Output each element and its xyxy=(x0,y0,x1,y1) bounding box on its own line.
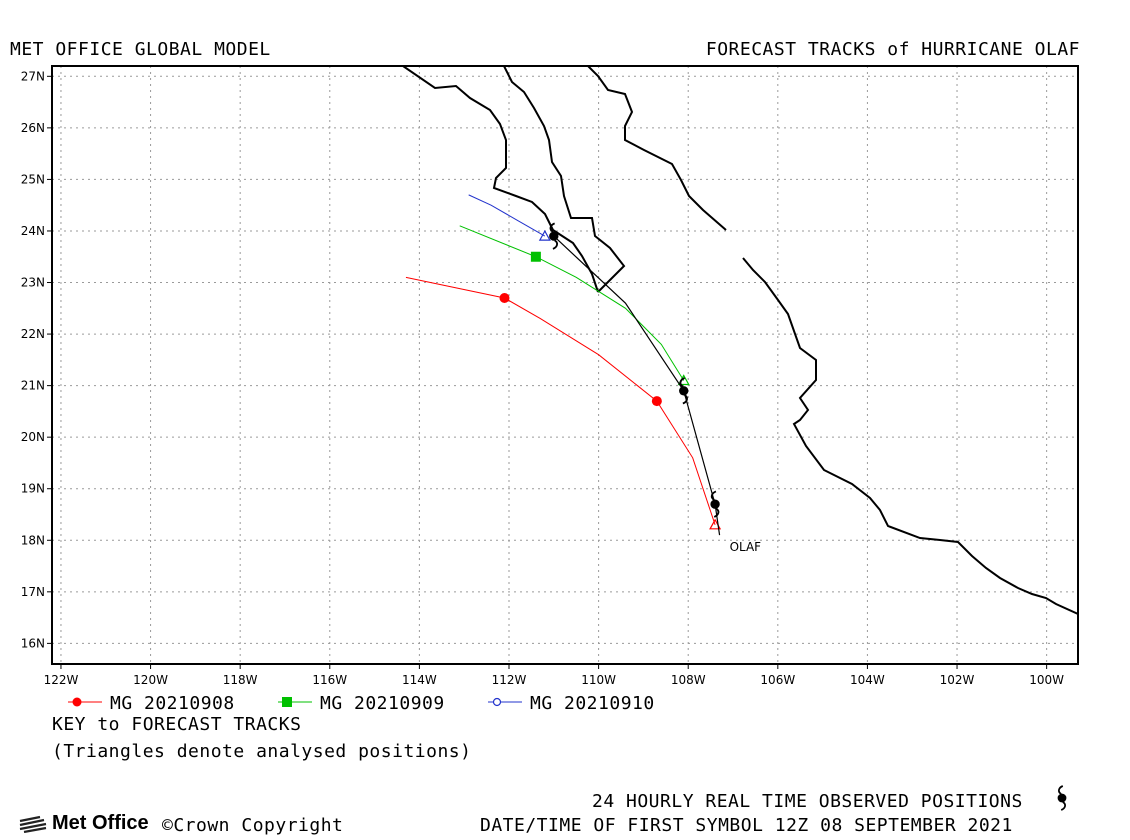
lon-tick-label: 106W xyxy=(760,673,795,687)
legend-label-run3: MG 20210910 xyxy=(530,693,655,714)
lat-tick-label: 27N xyxy=(21,69,45,83)
track-line-MG 20210910 xyxy=(468,194,546,237)
lon-tick-label: 116W xyxy=(312,673,347,687)
lat-tick-label: 25N xyxy=(21,172,45,186)
copyright: ©Crown Copyright xyxy=(162,815,344,836)
mainland-coast-north xyxy=(587,66,727,231)
hurricane-symbol xyxy=(679,377,689,405)
hurricane-symbol xyxy=(710,490,720,518)
hurricane-arm xyxy=(552,239,559,250)
hurricane-arm xyxy=(1058,785,1064,795)
track-marker xyxy=(651,396,662,407)
key-note: (Triangles denote analysed positions) xyxy=(52,741,472,762)
hurricane-arm xyxy=(710,490,717,501)
track-marker xyxy=(499,292,510,303)
track-line-MG 20210908 xyxy=(405,276,716,525)
hurricane-key-icon xyxy=(1057,785,1067,811)
observed-track xyxy=(549,222,721,536)
lon-tick-label: 112W xyxy=(492,673,527,687)
legend-label-run2: MG 20210909 xyxy=(320,693,445,714)
met-office-logo-icon xyxy=(19,815,47,833)
datetime-label: DATE/TIME OF FIRST SYMBOL 12Z 08 SEPTEMB… xyxy=(480,815,1013,836)
hurricane-arm xyxy=(682,394,688,405)
legend-marker xyxy=(282,697,292,707)
right-title: FORECAST TRACKS of HURRICANE OLAF xyxy=(705,39,1080,60)
met-office-logo-text: Met Office xyxy=(52,812,149,834)
analysis-triangle xyxy=(538,229,551,241)
gridlines xyxy=(52,66,1078,664)
hurricane-eye xyxy=(710,499,720,509)
lon-tick-label: 118W xyxy=(223,673,258,687)
lon-tick-label: 108W xyxy=(671,673,706,687)
legend-marker xyxy=(72,697,82,707)
legend xyxy=(68,697,522,707)
baja-west-coast xyxy=(402,66,599,293)
lon-tick-label: 122W xyxy=(44,673,79,687)
hurricane-eye xyxy=(679,386,689,396)
axis-ticks: 122W 120W 118W 116W 114W 112W 110W 108W 106W 104W… xyxy=(21,69,1064,687)
lon-tick-label: 120W xyxy=(133,673,168,687)
left-title: MET OFFICE GLOBAL MODEL xyxy=(10,39,271,60)
observed-positions-label: 24 HOURLY REAL TIME OBSERVED POSITIONS xyxy=(592,791,1023,812)
hurricane-eye xyxy=(549,231,559,241)
track-marker xyxy=(530,251,541,262)
key-title: KEY to FORECAST TRACKS xyxy=(52,714,302,735)
lat-tick-label: 20N xyxy=(21,430,45,444)
legend-label-run1: MG 20210908 xyxy=(110,693,235,714)
mainland-coast-south xyxy=(742,257,1078,615)
lat-tick-label: 23N xyxy=(21,276,45,290)
met-office-logo: Met Office xyxy=(18,812,149,835)
track-line-MG 20210909 xyxy=(459,225,685,381)
baja-gulf-coast xyxy=(503,66,626,293)
coastlines xyxy=(402,66,1078,615)
lon-tick-label: 104W xyxy=(850,673,885,687)
hurricane-arm xyxy=(713,507,720,518)
lat-tick-label: 26N xyxy=(21,121,45,135)
lat-tick-label: 24N xyxy=(21,224,45,238)
map-frame xyxy=(51,65,1079,665)
hurricane-eye xyxy=(1057,793,1067,803)
lon-tick-label: 114W xyxy=(402,673,437,687)
hurricane-arm xyxy=(679,377,685,388)
lat-tick-label: 21N xyxy=(21,379,45,393)
lat-tick-label: 18N xyxy=(21,533,45,547)
storm-name-label: OLAF xyxy=(730,540,762,554)
lon-tick-label: 102W xyxy=(940,673,975,687)
observed-symbol-key xyxy=(1057,785,1067,811)
lat-tick-label: 22N xyxy=(21,327,45,341)
hurricane-arm xyxy=(1060,801,1066,811)
hurricane-arm xyxy=(549,222,556,233)
lon-tick-label: 110W xyxy=(581,673,616,687)
lat-tick-label: 19N xyxy=(21,482,45,496)
lon-tick-label: 100W xyxy=(1029,673,1064,687)
lat-tick-label: 16N xyxy=(21,636,45,650)
lat-tick-label: 17N xyxy=(21,585,45,599)
legend-marker xyxy=(492,697,502,707)
hurricane-symbol xyxy=(549,222,559,250)
